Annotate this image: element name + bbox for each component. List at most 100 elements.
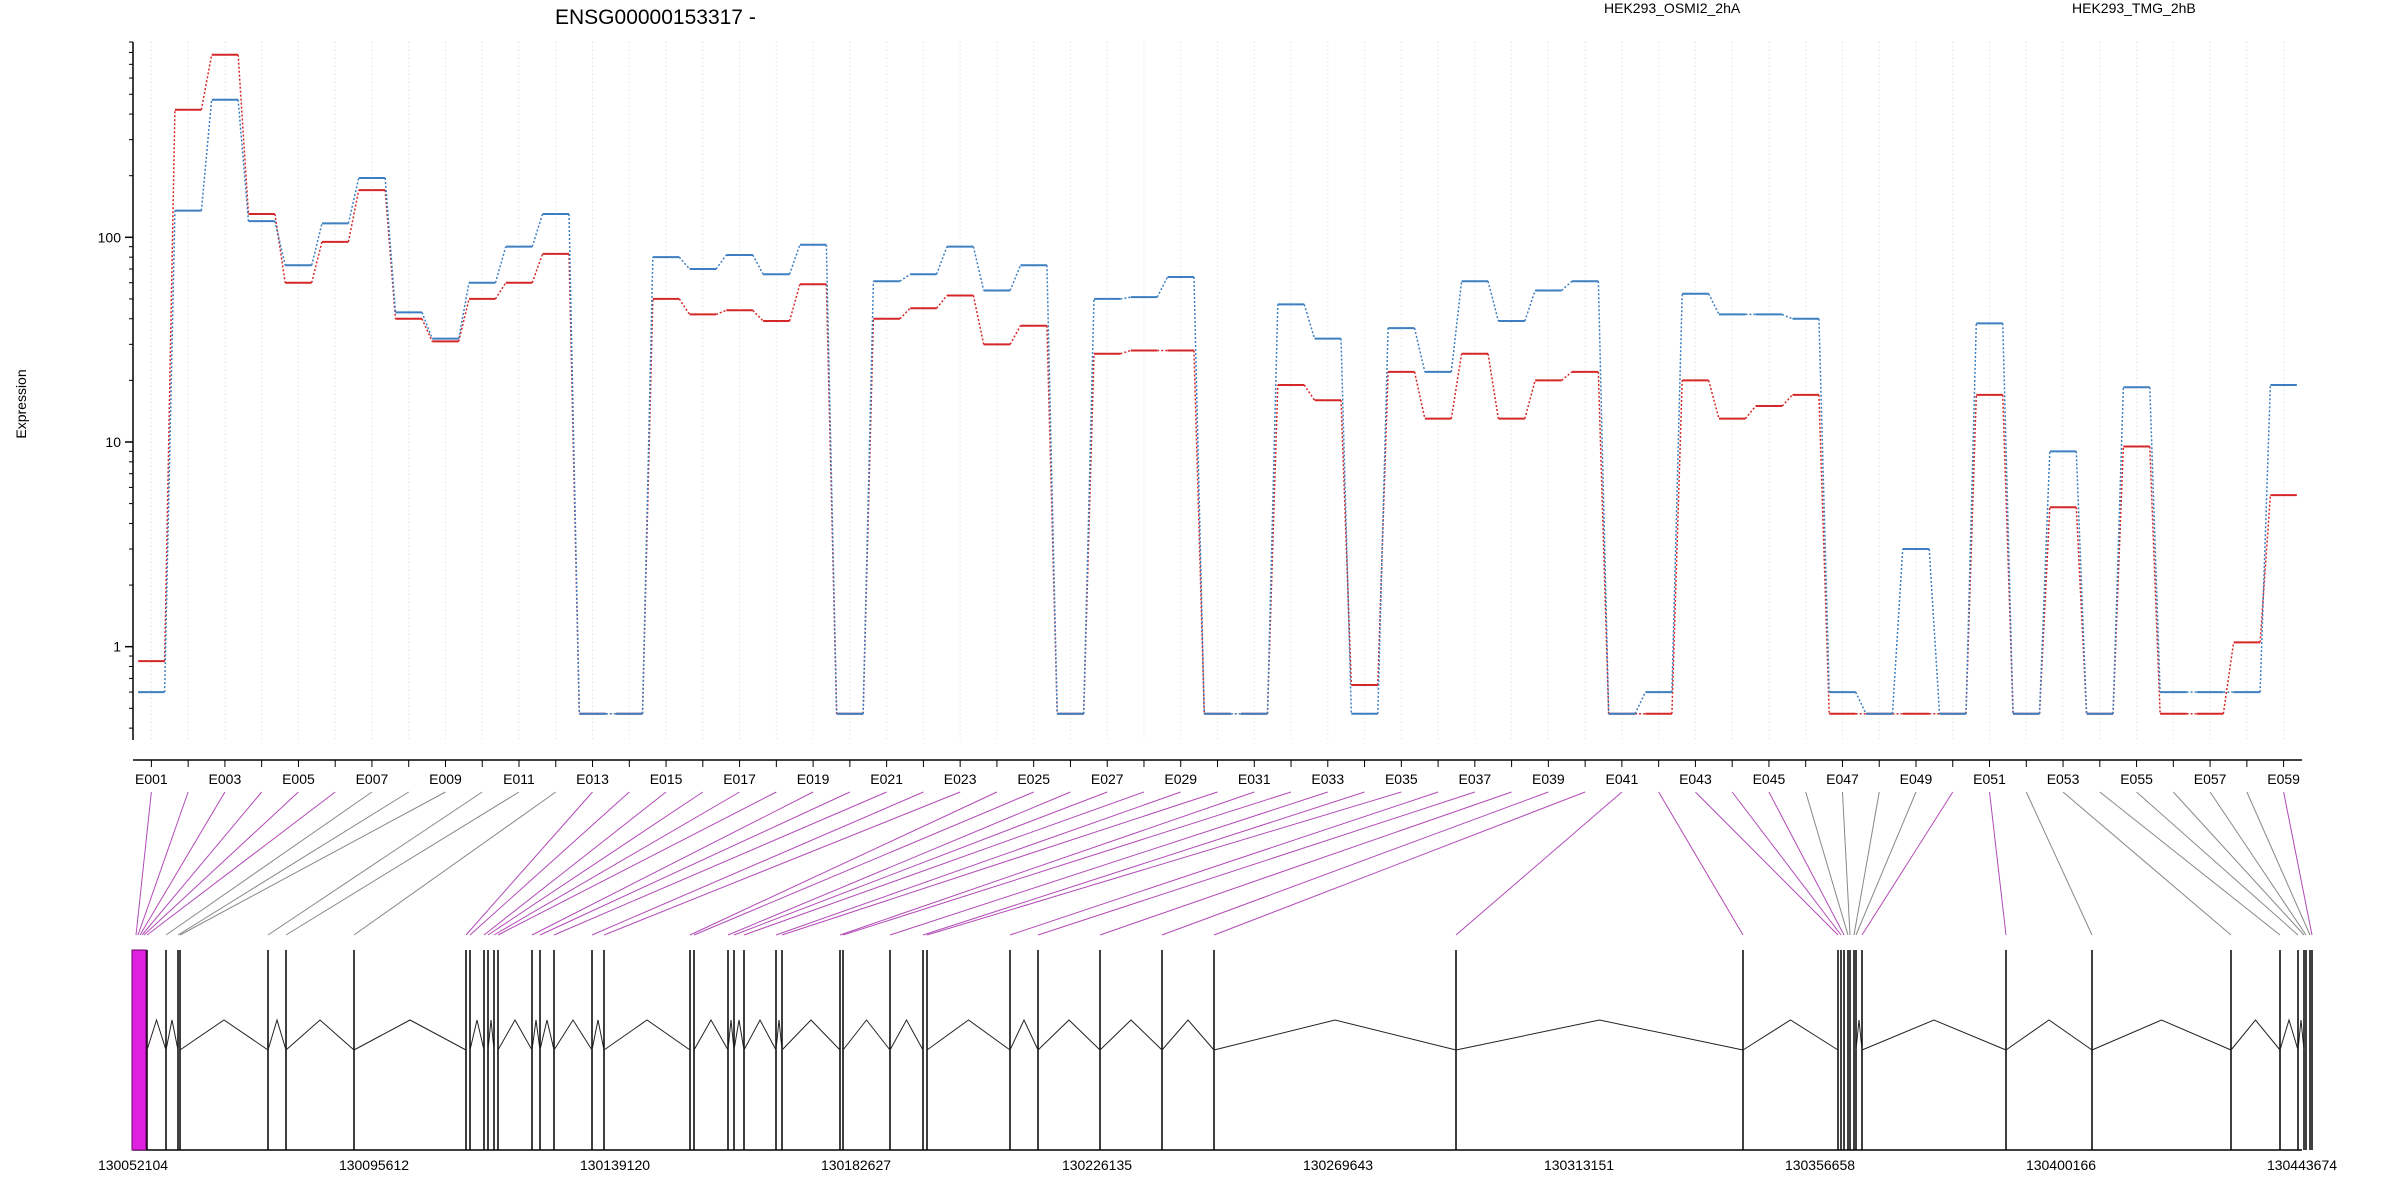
connector-E020 xyxy=(539,791,851,936)
series-1-link xyxy=(2075,507,2088,714)
connector-E046 xyxy=(1805,791,1849,936)
series-2-link xyxy=(1046,265,1058,714)
connector-E029 xyxy=(775,791,1181,936)
series-2-link xyxy=(1597,281,1610,714)
intron-chevron xyxy=(146,1018,167,1051)
intron-chevron xyxy=(926,1019,1011,1051)
series-1-link xyxy=(494,282,507,300)
series-2-link xyxy=(641,257,654,714)
series-2-link xyxy=(935,246,948,275)
series-2-link xyxy=(1487,281,1500,322)
x-tick-label-E031: E031 xyxy=(1238,771,1271,787)
x-tick-label-E057: E057 xyxy=(2194,771,2227,787)
intron-chevron xyxy=(1009,1018,1039,1051)
series-2 xyxy=(138,98,2297,715)
connector-E014 xyxy=(469,791,630,936)
connector-E021 xyxy=(553,791,887,936)
series-1-link xyxy=(2259,495,2272,643)
x-tick-label-E053: E053 xyxy=(2047,771,2080,787)
x-tick-label-E021: E021 xyxy=(870,771,903,787)
series-lines xyxy=(138,53,2297,715)
connector-E004 xyxy=(141,791,263,936)
connector-E022 xyxy=(591,791,924,936)
connector-E041 xyxy=(1455,791,1623,936)
x-tick-label-E033: E033 xyxy=(1311,771,1344,787)
intron-chevron xyxy=(781,1019,841,1051)
x-tick-label-E027: E027 xyxy=(1091,771,1124,787)
series-2-link xyxy=(1156,276,1169,298)
x-tick-label-E049: E049 xyxy=(1900,771,1933,787)
series-2-link xyxy=(1082,298,1095,714)
series-2-link xyxy=(1450,281,1463,372)
series-2-link xyxy=(1009,265,1022,291)
series-2-link xyxy=(1965,323,1978,714)
intron-chevron xyxy=(469,1019,485,1051)
chart-title: ENSG00000153317 - xyxy=(555,6,756,29)
series-2-link xyxy=(1266,304,1279,714)
intron-chevron xyxy=(1161,1019,1215,1051)
series-2-link xyxy=(310,223,323,266)
series-2-link xyxy=(2112,387,2125,714)
connector-E059 xyxy=(2283,791,2313,936)
first-exon-block xyxy=(131,949,147,1151)
series-2-link xyxy=(384,177,397,313)
intron-chevron xyxy=(1037,1019,1101,1051)
series-2-link xyxy=(531,213,544,247)
y-tick-label: 100 xyxy=(98,229,122,245)
connector-E001 xyxy=(135,791,152,936)
genomic-coordinate-label: 130400166 xyxy=(2026,1157,2096,1173)
x-tick-label-E013: E013 xyxy=(576,771,609,787)
genomic-coordinate-label: 130226135 xyxy=(1062,1157,1132,1173)
series-2-link xyxy=(2075,451,2088,714)
intron-chevron xyxy=(539,1019,555,1051)
series-2-link xyxy=(421,312,433,339)
series-1-link xyxy=(715,309,727,316)
gene-model xyxy=(131,949,2313,1151)
series-1-link xyxy=(531,253,544,283)
series-2-link xyxy=(678,256,691,270)
series-2-link xyxy=(568,213,581,714)
x-tick-label-E007: E007 xyxy=(356,771,389,787)
series-1-link xyxy=(1524,380,1536,419)
connector-E040 xyxy=(1213,791,1586,936)
connector-E035 xyxy=(926,791,1402,936)
intron-chevron xyxy=(743,1018,777,1051)
exon-position-connectors xyxy=(135,791,2313,936)
series-2-link xyxy=(163,210,176,693)
series-2-link xyxy=(2002,323,2014,714)
series-2-link xyxy=(715,254,727,270)
connector-E012 xyxy=(353,791,557,936)
intron-chevron xyxy=(353,1019,467,1051)
x-tick-label-E047: E047 xyxy=(1826,771,1859,787)
series-2-link xyxy=(274,220,286,266)
genomic-coordinate-label: 130052104 xyxy=(98,1157,168,1173)
series-1-link xyxy=(347,190,360,243)
connector-E007 xyxy=(165,791,373,936)
connector-E027 xyxy=(733,791,1108,936)
x-tick-label-E051: E051 xyxy=(1973,771,2006,787)
series-2-link xyxy=(200,99,213,211)
y-tick-label: 1 xyxy=(113,639,121,655)
series-2-link xyxy=(457,282,470,339)
intron-chevron xyxy=(1455,1019,1744,1051)
series-1-link xyxy=(788,284,801,322)
intron-chevron xyxy=(1742,1019,1839,1051)
x-tick-label-E045: E045 xyxy=(1753,771,1786,787)
series-2-link xyxy=(1120,296,1131,300)
connector-E057 xyxy=(2209,791,2307,936)
connector-E013 xyxy=(465,791,593,936)
intron-chevron xyxy=(1855,1019,1863,1051)
intron-chevron xyxy=(1861,1019,2007,1051)
x-tick-label-E011: E011 xyxy=(503,771,535,787)
intron-chevron xyxy=(2091,1019,2232,1051)
connector-E034 xyxy=(922,791,1365,936)
series-1-link xyxy=(1597,371,1610,714)
series-2-link xyxy=(1707,293,1720,315)
series-1-link xyxy=(1266,384,1279,714)
series-1-link xyxy=(1818,394,1830,714)
intron-chevron xyxy=(591,1019,605,1051)
intron-chevron xyxy=(603,1019,691,1051)
series-2-link xyxy=(1524,290,1536,322)
connector-E010 xyxy=(267,791,483,936)
